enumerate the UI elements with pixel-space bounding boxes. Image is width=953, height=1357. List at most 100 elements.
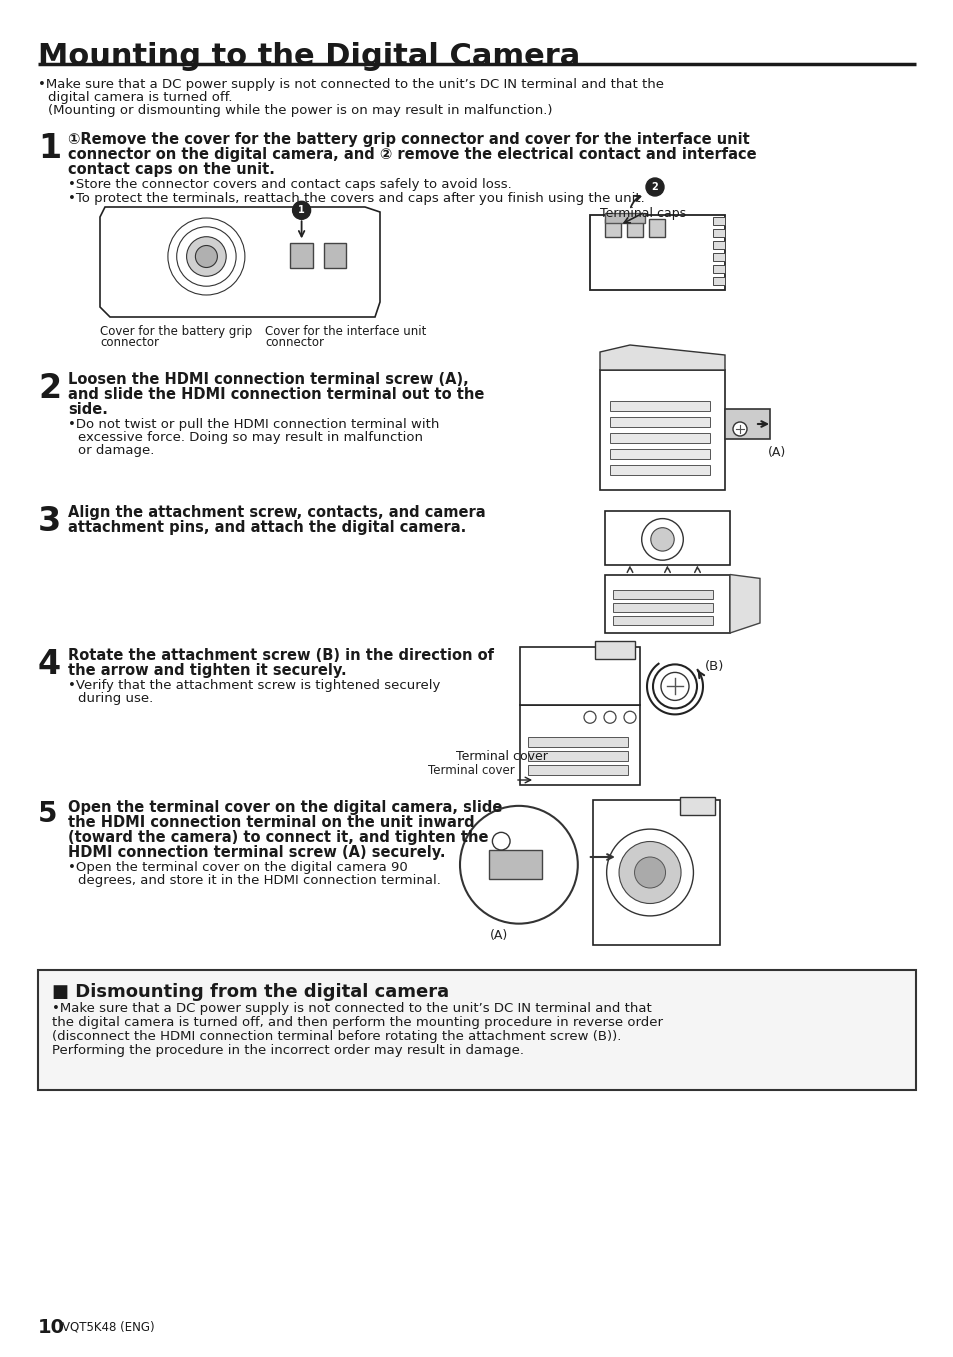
- Text: side.: side.: [68, 402, 108, 417]
- Bar: [613, 616, 712, 626]
- Circle shape: [634, 858, 665, 887]
- Circle shape: [618, 841, 680, 904]
- Text: (toward the camera) to connect it, and tighten the: (toward the camera) to connect it, and t…: [68, 830, 488, 845]
- Bar: [595, 642, 635, 660]
- Bar: [712, 242, 724, 248]
- Text: •Store the connector covers and contact caps safely to avoid loss.: •Store the connector covers and contact …: [68, 178, 511, 191]
- Bar: [527, 765, 627, 775]
- Text: VQT5K48 (ENG): VQT5K48 (ENG): [62, 1320, 154, 1333]
- Circle shape: [623, 711, 636, 723]
- Circle shape: [641, 518, 682, 560]
- Bar: [604, 218, 620, 237]
- Circle shape: [293, 201, 311, 220]
- Text: (disconnect the HDMI connection terminal before rotating the attachment screw (B: (disconnect the HDMI connection terminal…: [52, 1030, 620, 1044]
- Text: 5: 5: [38, 801, 57, 828]
- Text: •Do not twist or pull the HDMI connection terminal with: •Do not twist or pull the HDMI connectio…: [68, 418, 439, 432]
- Circle shape: [732, 422, 746, 436]
- Bar: [592, 801, 720, 944]
- Text: during use.: during use.: [78, 692, 153, 706]
- Text: (A): (A): [767, 446, 785, 459]
- Text: Mounting to the Digital Camera: Mounting to the Digital Camera: [38, 42, 579, 71]
- Bar: [679, 797, 714, 816]
- Circle shape: [652, 665, 697, 708]
- Text: 1: 1: [298, 205, 305, 216]
- Bar: [527, 737, 627, 746]
- Text: connector: connector: [100, 337, 159, 349]
- Bar: [724, 408, 769, 440]
- Text: Align the attachment screw, contacts, and camera: Align the attachment screw, contacts, an…: [68, 505, 485, 520]
- Text: digital camera is turned off.: digital camera is turned off.: [48, 91, 233, 104]
- Text: ■ Dismounting from the digital camera: ■ Dismounting from the digital camera: [52, 982, 449, 1001]
- Circle shape: [176, 227, 235, 286]
- Bar: [38, 970, 915, 1090]
- Bar: [324, 243, 346, 267]
- Text: Terminal cover: Terminal cover: [428, 764, 515, 778]
- Bar: [604, 213, 644, 223]
- Text: connector: connector: [265, 337, 324, 349]
- Text: Cover for the interface unit: Cover for the interface unit: [265, 324, 426, 338]
- Text: and slide the HDMI connection terminal out to the: and slide the HDMI connection terminal o…: [68, 387, 484, 402]
- Bar: [519, 706, 639, 784]
- Bar: [626, 218, 642, 237]
- Text: 2: 2: [38, 372, 61, 404]
- Text: Loosen the HDMI connection terminal screw (A),: Loosen the HDMI connection terminal scre…: [68, 372, 468, 387]
- Polygon shape: [100, 208, 379, 318]
- Text: •Make sure that a DC power supply is not connected to the unit’s DC IN terminal : •Make sure that a DC power supply is not…: [52, 1001, 651, 1015]
- Text: 3: 3: [38, 505, 61, 537]
- Bar: [712, 265, 724, 273]
- Text: Cover for the battery grip: Cover for the battery grip: [100, 324, 252, 338]
- Circle shape: [603, 711, 616, 723]
- Text: Rotate the attachment screw (B) in the direction of: Rotate the attachment screw (B) in the d…: [68, 649, 494, 664]
- Text: contact caps on the unit.: contact caps on the unit.: [68, 161, 274, 176]
- Bar: [613, 603, 712, 612]
- Bar: [609, 402, 709, 411]
- Bar: [604, 574, 729, 632]
- Bar: [604, 510, 729, 566]
- Bar: [609, 417, 709, 427]
- Bar: [712, 217, 724, 225]
- Text: (Mounting or dismounting while the power is on may result in malfunction.): (Mounting or dismounting while the power…: [48, 104, 552, 117]
- Circle shape: [168, 218, 245, 294]
- Text: (A): (A): [489, 928, 507, 942]
- Text: (B): (B): [704, 660, 723, 673]
- Bar: [609, 465, 709, 475]
- Circle shape: [650, 528, 674, 551]
- Text: the HDMI connection terminal on the unit inward: the HDMI connection terminal on the unit…: [68, 816, 475, 830]
- Polygon shape: [599, 345, 724, 370]
- Text: connector on the digital camera, and ② remove the electrical contact and interfa: connector on the digital camera, and ② r…: [68, 147, 756, 161]
- Text: 2: 2: [651, 182, 658, 191]
- Bar: [589, 214, 724, 290]
- Text: Open the terminal cover on the digital camera, slide: Open the terminal cover on the digital c…: [68, 801, 502, 816]
- Bar: [609, 449, 709, 459]
- Text: HDMI connection terminal screw (A) securely.: HDMI connection terminal screw (A) secur…: [68, 845, 445, 860]
- Bar: [609, 433, 709, 442]
- Circle shape: [195, 246, 217, 267]
- Text: •Open the terminal cover on the digital camera 90: •Open the terminal cover on the digital …: [68, 860, 407, 874]
- Bar: [613, 590, 712, 598]
- Bar: [290, 243, 313, 267]
- Circle shape: [492, 832, 510, 849]
- Text: Terminal caps: Terminal caps: [599, 208, 685, 220]
- Bar: [712, 277, 724, 285]
- Bar: [648, 218, 664, 237]
- Circle shape: [459, 806, 578, 924]
- Bar: [489, 849, 542, 879]
- Text: •To protect the terminals, reattach the covers and caps after you finish using t: •To protect the terminals, reattach the …: [68, 191, 644, 205]
- Bar: [599, 370, 724, 490]
- Text: Performing the procedure in the incorrect order may result in damage.: Performing the procedure in the incorrec…: [52, 1044, 523, 1057]
- Circle shape: [645, 178, 663, 195]
- Text: 1: 1: [38, 132, 61, 166]
- Text: the arrow and tighten it securely.: the arrow and tighten it securely.: [68, 664, 346, 678]
- Text: or damage.: or damage.: [78, 444, 154, 457]
- Circle shape: [187, 236, 226, 277]
- Bar: [519, 647, 639, 706]
- Bar: [712, 252, 724, 261]
- Text: 10: 10: [38, 1318, 65, 1337]
- Text: ①Remove the cover for the battery grip connector and cover for the interface uni: ①Remove the cover for the battery grip c…: [68, 132, 749, 147]
- Polygon shape: [729, 574, 760, 632]
- Circle shape: [606, 829, 693, 916]
- Text: excessive force. Doing so may result in malfunction: excessive force. Doing so may result in …: [78, 432, 422, 444]
- Text: •Make sure that a DC power supply is not connected to the unit’s DC IN terminal : •Make sure that a DC power supply is not…: [38, 77, 663, 91]
- Circle shape: [660, 673, 688, 700]
- Text: the digital camera is turned off, and then perform the mounting procedure in rev: the digital camera is turned off, and th…: [52, 1016, 662, 1029]
